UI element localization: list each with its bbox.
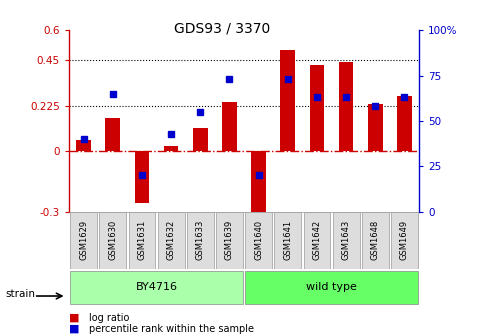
Bar xyxy=(76,140,91,151)
Text: ■: ■ xyxy=(69,312,79,323)
Text: GSM1640: GSM1640 xyxy=(254,220,263,260)
Text: strain: strain xyxy=(5,289,35,299)
Bar xyxy=(245,271,418,304)
Bar xyxy=(216,212,243,269)
Text: GSM1639: GSM1639 xyxy=(225,220,234,260)
Text: GSM1632: GSM1632 xyxy=(167,220,176,260)
Text: BY4716: BY4716 xyxy=(136,282,177,292)
Bar xyxy=(129,212,155,269)
Bar xyxy=(193,128,208,151)
Bar xyxy=(222,102,237,151)
Text: percentile rank within the sample: percentile rank within the sample xyxy=(89,324,254,334)
Text: GSM1631: GSM1631 xyxy=(138,220,146,260)
Bar xyxy=(135,151,149,203)
Bar xyxy=(70,271,243,304)
Text: GSM1641: GSM1641 xyxy=(283,220,292,260)
Bar xyxy=(164,146,178,151)
Text: GSM1649: GSM1649 xyxy=(400,220,409,260)
Bar xyxy=(106,118,120,151)
Bar xyxy=(339,62,353,151)
Bar xyxy=(362,212,388,269)
Text: GSM1630: GSM1630 xyxy=(108,220,117,260)
Text: ■: ■ xyxy=(69,324,79,334)
Text: log ratio: log ratio xyxy=(89,312,129,323)
Bar xyxy=(187,212,213,269)
Bar xyxy=(251,151,266,216)
Bar xyxy=(70,212,97,269)
Bar xyxy=(275,212,301,269)
Bar xyxy=(245,212,272,269)
Text: wild type: wild type xyxy=(306,282,357,292)
Bar xyxy=(158,212,184,269)
Bar xyxy=(333,212,359,269)
Text: GSM1643: GSM1643 xyxy=(342,220,351,260)
Text: GSM1642: GSM1642 xyxy=(313,220,321,260)
Bar xyxy=(310,65,324,151)
Text: GSM1648: GSM1648 xyxy=(371,220,380,260)
Text: GDS93 / 3370: GDS93 / 3370 xyxy=(174,22,270,36)
Text: GSM1633: GSM1633 xyxy=(196,220,205,260)
Bar xyxy=(397,96,412,151)
Text: GSM1629: GSM1629 xyxy=(79,220,88,260)
Bar xyxy=(304,212,330,269)
Bar xyxy=(100,212,126,269)
Bar xyxy=(368,104,383,151)
Bar xyxy=(391,212,418,269)
Bar xyxy=(281,50,295,151)
